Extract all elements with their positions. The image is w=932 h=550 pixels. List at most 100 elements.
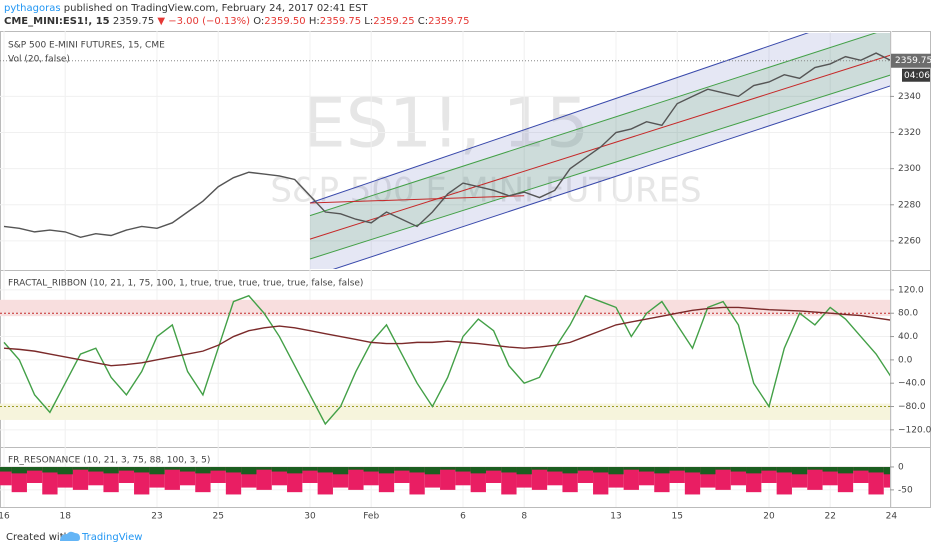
bar <box>149 466 165 475</box>
bar <box>577 466 594 483</box>
y-tick-label: 2260 <box>898 236 921 246</box>
bar <box>593 466 609 473</box>
bar <box>317 466 333 495</box>
y-tick-label: 2320 <box>898 128 921 138</box>
channel-line <box>309 33 877 217</box>
l-label: L: <box>364 16 374 27</box>
bar <box>501 466 517 473</box>
bar <box>394 466 410 483</box>
x-tick-label: Feb <box>363 512 379 522</box>
band <box>0 299 890 317</box>
user[interactable]: pythagoras <box>4 3 61 14</box>
band <box>0 403 890 420</box>
y-tick-label: −80.0 <box>898 402 926 412</box>
bar <box>26 466 43 471</box>
bar <box>0 466 12 486</box>
x-tick-label: 20 <box>763 512 775 522</box>
bar <box>317 466 333 473</box>
bar <box>608 466 624 475</box>
header-line: pythagoras published on TradingView.com,… <box>4 2 470 15</box>
bar <box>822 466 838 472</box>
bar <box>669 466 685 483</box>
series-line <box>3 294 890 426</box>
y-tick-label: −120.0 <box>898 425 932 435</box>
channel-fill <box>310 33 890 259</box>
y-tick-label: 40.0 <box>898 332 918 342</box>
x-tick-label: 6 <box>460 512 466 522</box>
bar <box>776 466 792 495</box>
change: ▼ −3.00 (−0.13%) <box>157 16 251 27</box>
channel-line <box>309 33 809 204</box>
pane <box>0 466 890 495</box>
price-tag <box>891 53 931 68</box>
bar <box>134 466 150 473</box>
c: 2359.75 <box>428 16 470 27</box>
x-tick-label: 24 <box>886 512 898 522</box>
bar <box>409 466 425 495</box>
bar <box>225 466 242 495</box>
bar <box>42 466 58 495</box>
bar <box>179 466 196 472</box>
l: 2359.25 <box>373 16 415 27</box>
brand[interactable]: TradingView <box>81 532 142 543</box>
plot-layer: 16 18 23 25 30 Feb 6 8 13 15 20 22 24 2260 2280 2300 232… <box>0 31 932 522</box>
bar <box>623 466 639 490</box>
bar <box>593 466 609 495</box>
pane <box>0 289 890 431</box>
y-tick-label: 120.0 <box>898 285 924 295</box>
time-tag <box>902 68 930 82</box>
bar <box>164 466 180 490</box>
c-label: C: <box>417 16 429 27</box>
bar <box>302 466 318 471</box>
pane <box>0 33 890 269</box>
bar <box>424 466 441 475</box>
bar <box>837 466 854 474</box>
pane-title: FRACTAL_RIBBON (10, 21, 1, 75, 100, 1, t… <box>8 279 363 289</box>
bar <box>853 466 869 483</box>
bar <box>118 466 135 483</box>
bar <box>455 466 471 472</box>
bar <box>11 466 27 474</box>
bar <box>623 466 639 470</box>
y-tick-label: 0 <box>898 462 904 472</box>
bar <box>72 466 89 490</box>
bar <box>363 466 379 472</box>
y-tick-label: 0.0 <box>898 355 913 365</box>
bar <box>0 466 12 472</box>
h-label: H: <box>308 16 320 27</box>
bar <box>883 466 890 488</box>
bar <box>562 466 578 474</box>
bar <box>302 466 318 483</box>
bar <box>210 466 226 483</box>
bar <box>440 466 456 470</box>
bar <box>547 466 563 472</box>
y-tick-label: 2300 <box>898 164 921 174</box>
bar <box>195 466 211 474</box>
bar <box>868 466 884 473</box>
y-tick-label: −40.0 <box>898 379 926 389</box>
published: published on TradingView.com, February 2… <box>63 3 368 14</box>
bar <box>654 466 670 474</box>
bar <box>776 466 792 473</box>
bar <box>868 466 884 495</box>
bar <box>378 466 395 474</box>
watermark-name: S&P 500 E-MINI FUTURES <box>270 171 701 211</box>
bar <box>700 466 716 475</box>
symbol: CME_MINI:ES1!, 15 <box>4 16 110 27</box>
bar <box>42 466 58 473</box>
time-tag-label: 04:06 <box>904 71 930 81</box>
x-tick-label: 15 <box>671 512 682 522</box>
bar <box>485 466 502 471</box>
bar <box>761 466 777 483</box>
bar <box>210 466 226 471</box>
created-with: Created with <box>6 532 70 543</box>
bar <box>394 466 410 471</box>
pane-subtitle: Vol (20, false) <box>8 55 70 65</box>
bar <box>669 466 685 471</box>
bar <box>348 466 364 490</box>
pane-title: S&P 500 E-MINI FUTURES, 15, CME <box>8 41 165 51</box>
pane-title: FR_RESONANCE (10, 21, 3, 75, 88, 100, 3,… <box>8 456 210 466</box>
h: 2359.75 <box>319 16 362 27</box>
x-tick-label: 25 <box>212 512 223 522</box>
